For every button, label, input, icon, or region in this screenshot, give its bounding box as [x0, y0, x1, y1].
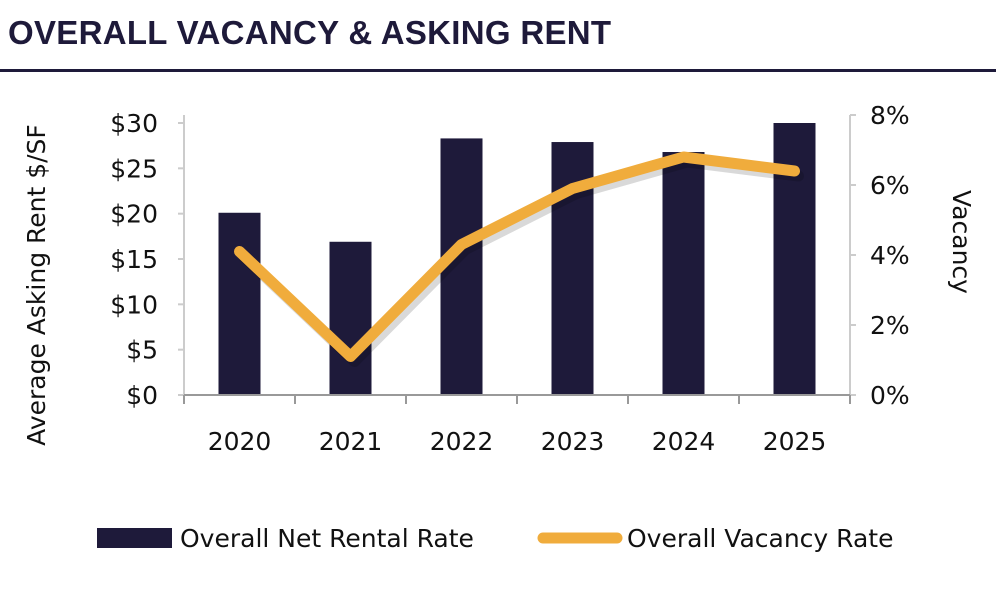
y-axis-label: Average Asking Rent $/SF [22, 124, 51, 446]
x-tick-label: 2023 [541, 427, 605, 456]
left-tick-label: $0 [126, 381, 158, 410]
chart-title: OVERALL VACANCY & ASKING RENT [8, 14, 612, 51]
bar-2022 [440, 138, 483, 395]
y2-axis-label: Vacancy [947, 190, 976, 294]
x-tick-label: 2021 [319, 427, 383, 456]
bar-2021 [329, 241, 372, 395]
x-tick-label: 2024 [652, 427, 716, 456]
left-tick-label: $10 [110, 290, 158, 319]
title-divider [0, 69, 996, 72]
bar-2024 [662, 152, 705, 395]
legend-line-label: Overall Vacancy Rate [627, 524, 894, 553]
right-tick-label: 0% [870, 381, 910, 410]
right-tick-label: 6% [870, 171, 910, 200]
left-tick-label: $30 [110, 109, 158, 138]
x-tick-label: 2025 [763, 427, 827, 456]
right-tick-label: 4% [870, 241, 910, 270]
left-tick-label: $20 [110, 200, 158, 229]
legend-bar-swatch [97, 528, 172, 548]
vacancy-line [234, 151, 800, 362]
right-tick-label: 8% [870, 101, 910, 130]
legend-bar-label: Overall Net Rental Rate [180, 524, 474, 553]
bar-2020 [218, 212, 261, 395]
x-tick-label: 2022 [430, 427, 494, 456]
right-tick-label: 2% [870, 311, 910, 340]
left-tick-label: $25 [110, 154, 158, 183]
left-tick-label: $15 [110, 245, 158, 274]
x-tick-label: 2020 [208, 427, 272, 456]
left-tick-label: $5 [126, 336, 158, 365]
